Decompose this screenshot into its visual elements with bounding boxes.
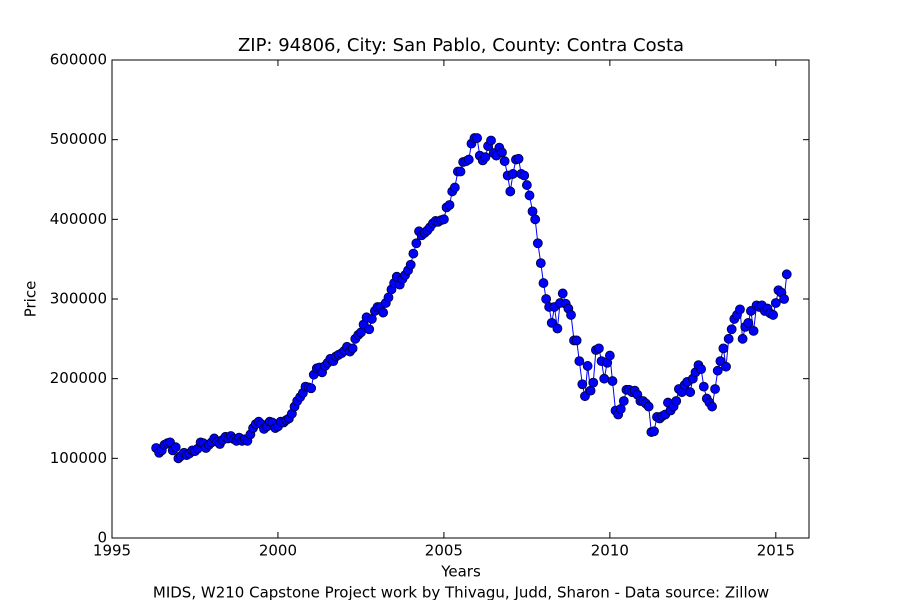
data-point	[735, 304, 745, 315]
data-point	[748, 325, 759, 336]
y-tick-label: 600000	[50, 51, 107, 69]
x-tick-label: 2000	[259, 542, 297, 560]
data-point	[552, 323, 563, 334]
data-point	[347, 343, 358, 354]
data-point	[472, 133, 482, 143]
chart-title: ZIP: 94806, City: San Pablo, County: Con…	[238, 35, 684, 56]
data-point	[524, 190, 535, 201]
data-point	[721, 361, 731, 372]
data-line	[155, 137, 788, 460]
data-point	[532, 238, 543, 249]
data-point	[455, 166, 466, 177]
data-point	[444, 200, 455, 210]
x-tick-label: 2015	[757, 542, 795, 560]
data-point	[170, 442, 181, 453]
data-point	[439, 214, 449, 225]
data-point	[557, 288, 568, 299]
data-point	[649, 426, 659, 437]
data-point	[770, 298, 781, 308]
x-tick-label: 2005	[425, 542, 463, 560]
data-point	[519, 170, 530, 181]
data-point	[364, 324, 375, 335]
data-point	[698, 381, 709, 392]
data-point	[497, 147, 507, 158]
data-point	[588, 377, 599, 388]
data-point	[779, 294, 790, 304]
data-point	[737, 333, 748, 344]
data-point	[449, 182, 460, 193]
plot-frame	[111, 59, 810, 539]
data-point	[607, 376, 618, 386]
data-point	[712, 365, 723, 376]
data-point	[480, 152, 491, 163]
data-point	[405, 259, 416, 270]
data-point	[707, 401, 717, 412]
y-tick-label: 200000	[50, 369, 107, 387]
data-point	[505, 186, 516, 197]
data-point	[508, 169, 518, 179]
data-point	[696, 364, 707, 375]
data-point	[599, 373, 610, 384]
data-point	[535, 258, 546, 269]
data-point	[643, 401, 654, 412]
data-point	[463, 154, 474, 165]
data-point	[566, 310, 576, 320]
data-point	[574, 356, 585, 367]
data-point	[530, 214, 541, 225]
data-point	[538, 278, 549, 288]
data-point	[306, 383, 317, 394]
y-tick-label: 400000	[50, 210, 107, 228]
data-point	[571, 335, 582, 346]
y-tick-label: 100000	[50, 449, 107, 467]
data-point	[710, 384, 720, 394]
x-tick-label: 2010	[591, 542, 629, 560]
data-point	[577, 379, 588, 390]
data-point	[604, 350, 615, 361]
data-point	[618, 396, 629, 406]
y-tick-label: 300000	[50, 290, 107, 308]
data-point	[726, 324, 737, 335]
x-tick-label: 1995	[93, 542, 131, 560]
data-point	[408, 248, 419, 259]
data-point	[723, 333, 734, 344]
data-point	[685, 387, 696, 398]
x-axis-label: Years	[440, 563, 481, 581]
caption: MIDS, W210 Capstone Project work by Thiv…	[153, 584, 769, 600]
y-tick-label: 0	[97, 529, 107, 547]
data-point	[513, 153, 524, 164]
data-point	[594, 343, 604, 354]
data-point	[499, 156, 510, 167]
y-axis-label: Price	[22, 281, 40, 318]
data-point	[521, 180, 532, 190]
data-point	[378, 307, 389, 318]
data-point	[582, 361, 593, 371]
data-point	[768, 310, 779, 320]
data-point	[411, 238, 422, 249]
data-point	[671, 396, 682, 406]
data-point	[486, 135, 496, 146]
y-tick-label: 500000	[50, 130, 107, 148]
data-point	[781, 269, 792, 280]
data-point	[743, 317, 754, 328]
data-point	[718, 343, 729, 354]
